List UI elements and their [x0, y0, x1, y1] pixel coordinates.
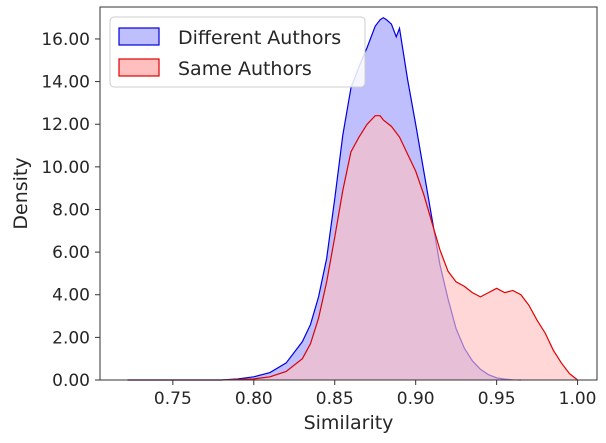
line-same-authors — [127, 115, 578, 381]
plot-area — [127, 16, 578, 381]
legend: Different Authors Same Authors — [109, 16, 366, 88]
x-axis: 0.75 0.80 0.85 0.90 0.95 1.00 — [154, 380, 597, 409]
y-tick-label: 4.00 — [52, 286, 90, 306]
x-tick-label: 0.95 — [478, 389, 516, 409]
y-tick-label: 16.00 — [41, 30, 90, 50]
y-tick-label: 0.00 — [52, 371, 90, 391]
x-tick-label: 1.00 — [559, 389, 597, 409]
legend-label-same-authors: Same Authors — [178, 58, 312, 80]
x-tick-label: 0.80 — [235, 389, 273, 409]
y-tick-label: 12.00 — [41, 115, 90, 135]
legend-label-different-authors: Different Authors — [178, 27, 341, 49]
y-axis-label: Density — [10, 157, 32, 229]
y-tick-label: 8.00 — [52, 200, 90, 220]
y-tick-label: 14.00 — [41, 73, 90, 93]
x-tick-label: 0.85 — [316, 389, 354, 409]
legend-swatch-same-authors — [118, 58, 160, 77]
x-axis-label: Similarity — [304, 412, 394, 434]
x-tick-label: 0.90 — [397, 389, 435, 409]
y-tick-label: 10.00 — [41, 158, 90, 178]
legend-box — [109, 16, 366, 88]
y-tick-label: 6.00 — [52, 243, 90, 263]
legend-swatch-different-authors — [118, 27, 160, 46]
area-same-authors — [127, 115, 578, 380]
y-axis: 0.00 2.00 4.00 6.00 8.00 10.00 12.00 14.00 16.00 — [41, 30, 100, 391]
axes-frame — [99, 6, 598, 381]
y-tick-label: 2.00 — [52, 328, 90, 348]
x-tick-label: 0.75 — [154, 389, 192, 409]
